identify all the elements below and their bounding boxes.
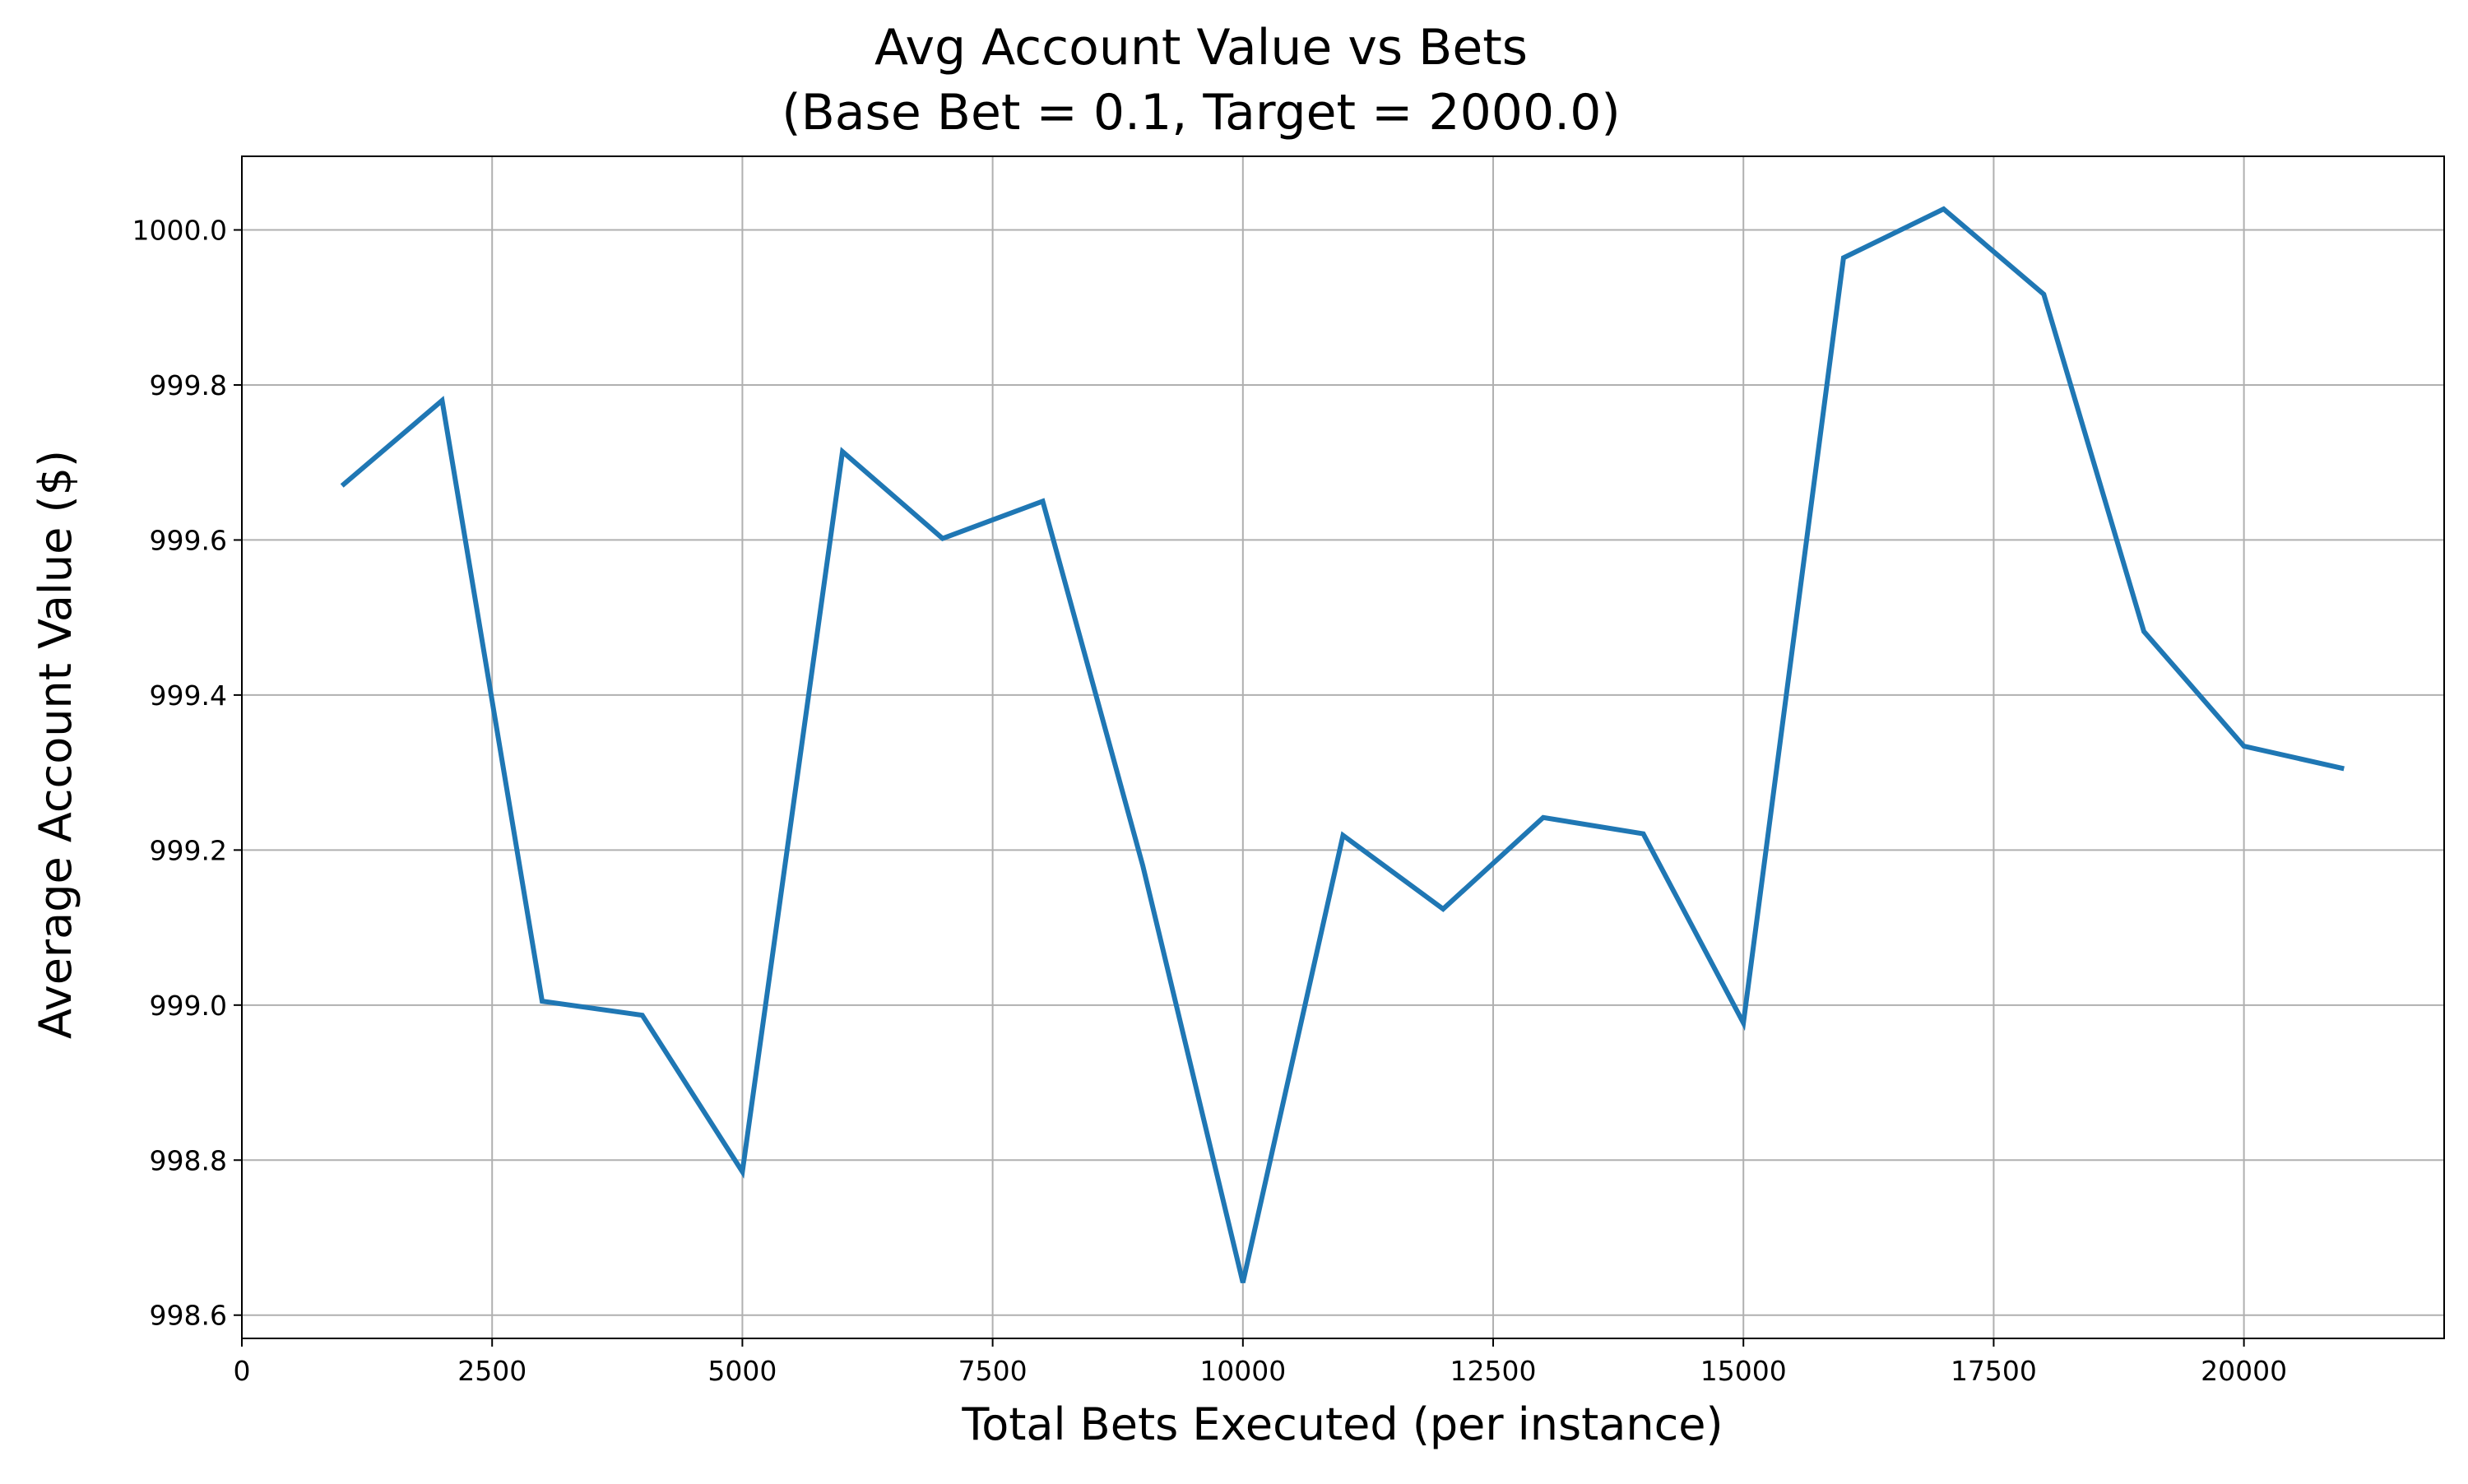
x-tick-label: 15000 xyxy=(1700,1355,1787,1387)
chart-subtitle: (Base Bet = 0.1, Target = 2000.0) xyxy=(782,84,1621,141)
x-tick-label: 5000 xyxy=(707,1355,777,1387)
y-axis: 998.6 998.8 999.0 999.2 999.4 999.6 999.8 1000.… xyxy=(132,215,242,1332)
data-point xyxy=(840,449,845,454)
y-tick-label: 999.2 xyxy=(150,834,227,866)
data-point xyxy=(740,1169,745,1174)
series-line xyxy=(340,206,2345,1283)
data-point xyxy=(2341,766,2346,771)
y-tick-label: 1000.0 xyxy=(132,215,227,247)
x-tick-label: 12500 xyxy=(1450,1355,1537,1387)
data-point xyxy=(1341,832,1346,837)
data-point xyxy=(1440,907,1445,911)
data-point xyxy=(1241,1280,1246,1285)
data-point xyxy=(640,1013,645,1018)
x-tick-label: 0 xyxy=(234,1355,251,1387)
y-tick-label: 999.8 xyxy=(150,369,227,401)
data-point xyxy=(340,483,345,488)
data-point xyxy=(1641,832,1646,837)
data-point xyxy=(940,536,945,541)
data-point xyxy=(439,398,444,403)
plot-frame xyxy=(241,155,2445,1339)
chart-title: Avg Account Value vs Bets xyxy=(874,19,1528,77)
data-point xyxy=(2242,744,2247,749)
grid xyxy=(241,156,2444,1338)
y-tick-label: 999.0 xyxy=(150,990,227,1022)
data-point xyxy=(540,999,545,1004)
data-point xyxy=(1541,815,1546,820)
y-axis-label: Average Account Value ($) xyxy=(30,450,81,1039)
data-point xyxy=(1040,499,1045,503)
y-tick-label: 999.6 xyxy=(150,524,227,556)
x-tick-label: 17500 xyxy=(1951,1355,2037,1387)
data-point xyxy=(1140,863,1145,868)
x-tick-label: 2500 xyxy=(457,1355,527,1387)
x-tick-label: 20000 xyxy=(2201,1355,2287,1387)
data-point xyxy=(1841,255,1846,260)
data-point xyxy=(1941,206,1946,211)
x-axis: 0 2500 5000 7500 10000 12500 15000 17500 20000 xyxy=(234,1338,2287,1387)
x-tick-label: 7500 xyxy=(958,1355,1028,1387)
series-layer xyxy=(340,206,2346,1285)
x-tick-label: 10000 xyxy=(1199,1355,1286,1387)
y-tick-label: 998.6 xyxy=(150,1300,227,1332)
data-point xyxy=(2141,629,2146,634)
y-tick-label: 999.4 xyxy=(150,679,227,712)
x-axis-label: Total Bets Executed (per instance) xyxy=(961,1398,1723,1450)
data-point xyxy=(1741,1020,1746,1025)
y-tick-label: 998.8 xyxy=(150,1144,227,1176)
data-point xyxy=(2041,292,2046,297)
